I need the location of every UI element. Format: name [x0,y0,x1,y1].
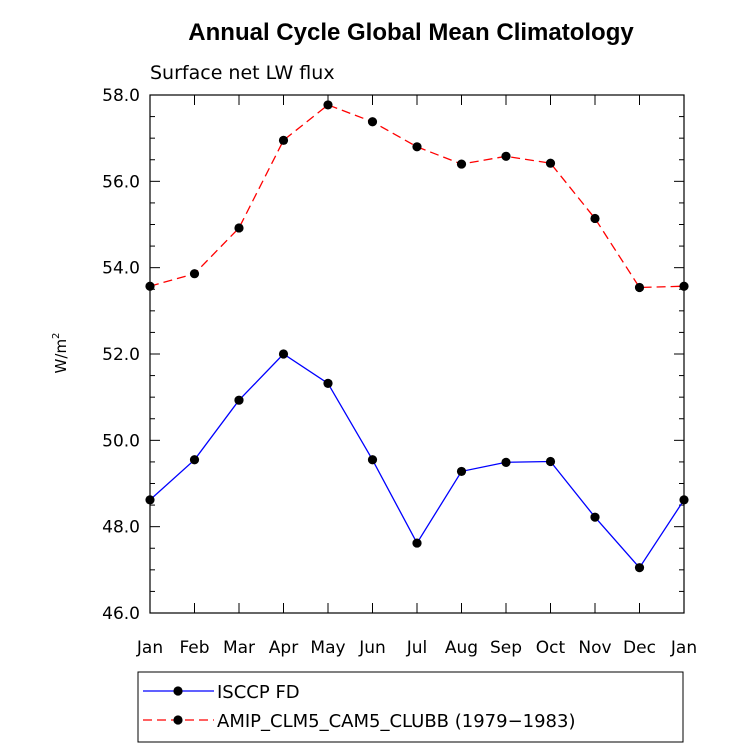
y-axis-label: W/m2 [51,333,70,374]
y-tick-label: 56.0 [102,172,140,192]
data-point [590,213,600,224]
legend-marker-2 [173,715,183,725]
data-point [234,395,244,405]
data-point [323,378,333,388]
data-point [634,282,645,293]
x-tick-label: Jan [670,638,697,658]
legend-label-1: ISCCP FD [217,682,300,703]
data-point [456,466,467,477]
data-point [412,142,422,152]
x-tick-label: May [310,638,345,658]
data-point [501,151,511,161]
data-point [679,281,689,291]
x-tick-labels: Jan Feb Mar Apr May Jun Jul Aug Sep Oct Nov Dec Jan [136,638,697,658]
legend: ISCCP FD AMIP_CLM5_CAM5_CLUBB (1979−1983) [143,682,576,732]
chart-subtitle: Surface net LW flux [150,62,335,84]
data-point [234,223,244,233]
axis-ticks [149,94,685,614]
data-point [189,269,200,279]
legend-box [137,671,684,743]
y-tick-label: 50.0 [102,431,140,451]
data-point [145,495,155,505]
x-tick-label: Sep [490,638,522,658]
data-point [679,495,689,505]
data-point [278,135,289,145]
series-2 [145,100,689,293]
y-tick-label: 52.0 [102,345,140,365]
x-tick-label: Mar [223,638,255,658]
plot-frame [149,94,685,614]
x-tick-label: Apr [269,638,298,658]
data-point [545,158,556,168]
series-1 [145,349,689,573]
data-point [323,100,333,110]
data-point [278,349,289,359]
data-point [367,455,378,465]
y-tick-label: 48.0 [102,518,140,538]
data-point [501,457,511,467]
x-tick-label: Dec [623,638,656,658]
legend-label-2: AMIP_CLM5_CAM5_CLUBB (1979−1983) [217,711,576,732]
x-tick-label: Jan [136,638,163,658]
y-axis-label-text: W/m [52,339,70,374]
data-point [590,512,600,522]
data-point [367,117,378,127]
series-line-2 [149,104,685,289]
series-line-1 [149,353,685,569]
data-point [145,281,155,291]
x-tick-label: Aug [445,638,478,658]
y-tick-label: 46.0 [102,604,140,624]
x-tick-label: Feb [179,638,209,658]
data-point [456,159,467,169]
x-tick-label: Nov [578,638,611,658]
x-tick-label: Jul [406,638,428,658]
chart-title: Annual Cycle Global Mean Climatology [188,19,634,46]
y-tick-label: 58.0 [102,86,140,106]
y-axis-label-superscript: 2 [51,333,62,339]
y-tick-label: 54.0 [102,259,140,279]
x-tick-label: Oct [536,638,566,658]
x-tick-label: Jun [358,638,386,658]
data-point [634,563,645,573]
data-point [412,538,422,548]
y-tick-labels: 46.0 48.0 50.0 52.0 54.0 56.0 58.0 [102,86,140,624]
legend-marker-1 [173,686,183,696]
data-point [189,455,200,465]
series-layer [145,100,689,573]
data-point [545,456,556,467]
